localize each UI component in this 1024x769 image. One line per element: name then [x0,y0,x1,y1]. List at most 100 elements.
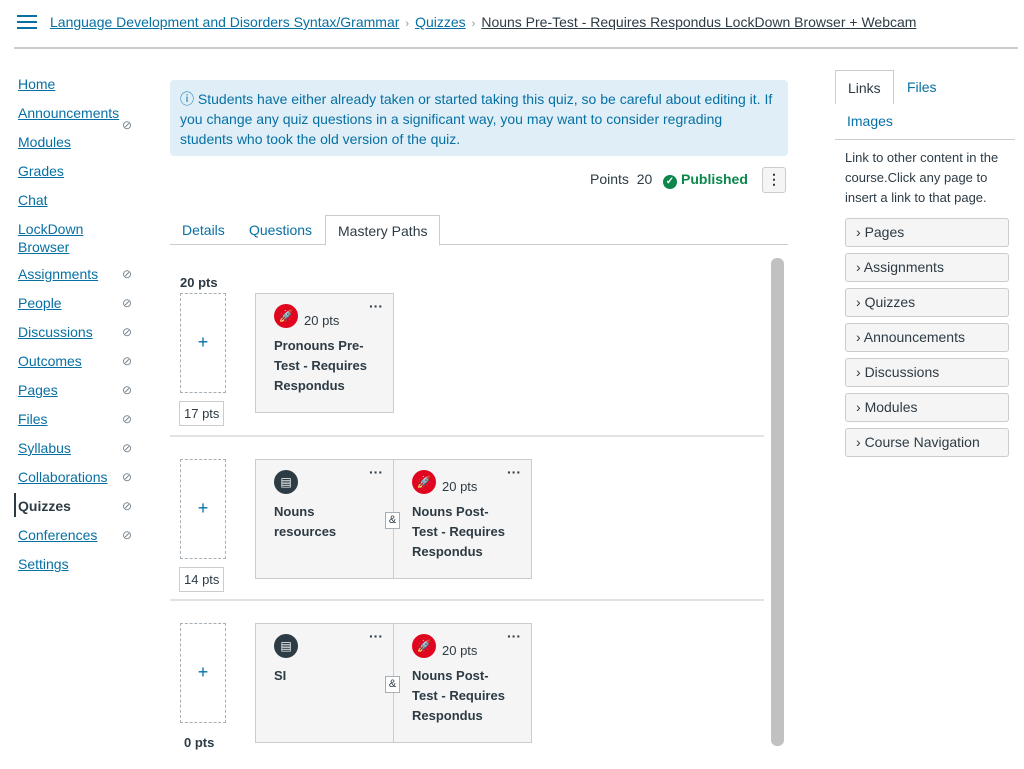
nav-link[interactable]: Syllabus [18,440,71,456]
link-group-label: Quizzes [864,294,916,310]
nav-link[interactable]: Pages [18,382,58,398]
link-group-quizzes[interactable]: › Quizzes [845,288,1009,317]
eye-slash-icon: ⊘ [122,354,133,368]
chevron-right-icon: › [856,364,861,380]
lower-score-input[interactable]: 14 pts [179,567,225,592]
link-group-label: Discussions [864,364,940,380]
link-group-label: Modules [864,399,918,415]
breadcrumb-quizzes[interactable]: Quizzes [415,14,466,30]
nav-item-modules[interactable]: Modules [18,133,143,162]
nav-link[interactable]: Announcements [18,105,120,121]
assignment-card[interactable]: 🚀 20 pts ··· Nouns Post-Test - Requires Res… [393,623,532,743]
link-group-discussions[interactable]: › Discussions [845,358,1009,387]
upper-score: 20 pts [180,275,218,290]
card-options-button[interactable]: ··· [507,464,521,480]
nav-item-grades[interactable]: Grades [18,162,143,191]
nav-item-pages[interactable]: Pages ⊘ [18,381,143,410]
nav-item-quizzes[interactable]: Quizzes ⊘ [14,493,143,526]
eye-slash-icon: ⊘ [122,499,133,513]
links-description: Link to other content in the course.Clic… [845,150,999,205]
nav-link[interactable]: People [18,295,62,311]
nav-link[interactable]: Conferences [18,527,98,543]
nav-item-syllabus[interactable]: Syllabus ⊘ [18,439,143,468]
points-value: 20 [636,171,653,187]
tab-details[interactable]: Details [182,222,225,238]
nav-item-conferences[interactable]: Conferences ⊘ [18,526,143,555]
link-group-pages[interactable]: › Pages [845,218,1009,247]
add-item-button[interactable]: + [180,623,226,723]
nav-link[interactable]: Collaborations [18,469,108,485]
check-icon: ✓ [663,175,677,189]
link-group-modules[interactable]: › Modules [845,393,1009,422]
and-connector: & [385,676,400,693]
assignment-card[interactable]: 🚀 20 pts ··· Nouns Post-Test - Requires Res… [393,459,532,579]
nav-link[interactable]: Chat [18,192,48,208]
nav-item-assignments[interactable]: Assignments ⊘ [18,265,143,294]
eye-slash-icon: ⊘ [122,296,133,310]
divider [14,47,1018,49]
add-item-button[interactable]: + [180,459,226,559]
eye-slash-icon: ⊘ [122,118,133,132]
card-title: Pronouns Pre-Test - Requires Respondus [274,338,367,393]
eye-slash-icon: ⊘ [122,441,133,455]
breadcrumb-course[interactable]: Language Development and Disorders Synta… [50,14,400,30]
assignment-card[interactable]: ▤ ··· Nouns resources [255,459,394,579]
lower-score-input[interactable]: 17 pts [179,401,225,426]
nav-item-collaborations[interactable]: Collaborations ⊘ [18,468,143,497]
nav-link[interactable]: Assignments [18,266,99,282]
nav-item-announcements[interactable]: Announcements ⊘ [18,104,143,133]
tab-links[interactable]: Links [835,70,894,104]
card-options-button[interactable]: ··· [369,298,383,314]
tab-images[interactable]: Images [847,113,893,129]
nav-link[interactable]: Outcomes [18,353,82,369]
chevron-right-icon: › [856,294,861,310]
lower-score: 0 pts [184,735,215,750]
nav-item-people[interactable]: People ⊘ [18,294,143,323]
link-group-course-navigation[interactable]: › Course Navigation [845,428,1009,457]
quiz-rocket-icon: 🚀 [412,634,436,658]
card-options-button[interactable]: ··· [507,628,521,644]
nav-link[interactable]: LockDown Browser [18,221,84,255]
mastery-path-row: +0 pts ▤ ··· SI 🚀 20 pts ··· Nouns Post-Test - … [170,601,764,761]
nav-link[interactable]: Grades [18,163,64,179]
card-title: SI [274,668,287,683]
eye-slash-icon: ⊘ [122,528,133,542]
nav-item-settings[interactable]: Settings [18,555,143,584]
published-status[interactable]: ✓ Published [663,171,748,189]
nav-item-home[interactable]: Home [18,75,143,104]
nav-link[interactable]: Modules [18,134,71,150]
chevron-right-icon: › [856,399,861,415]
nav-link[interactable]: Quizzes [18,498,71,514]
quiz-rocket-icon: 🚀 [274,304,298,328]
link-group-assignments[interactable]: › Assignments [845,253,1009,282]
nav-link[interactable]: Discussions [18,324,93,340]
card-options-button[interactable]: ··· [369,464,383,480]
add-item-button[interactable]: + [180,293,226,393]
card-options-button[interactable]: ··· [369,628,383,644]
eye-slash-icon: ⊘ [122,267,133,281]
nav-link[interactable]: Files [18,411,48,427]
tab-files[interactable]: Files [907,79,937,95]
assignment-card[interactable]: ▤ ··· SI [255,623,394,743]
menu-icon[interactable] [17,15,37,29]
more-options-button[interactable]: ⋮ [762,167,786,193]
card-title: Nouns Post-Test - Requires Respondus [412,668,505,723]
breadcrumb-current[interactable]: Nouns Pre-Test - Requires Respondus Lock… [481,14,917,30]
divider [835,139,1015,140]
nav-link[interactable]: Home [18,76,56,92]
nav-item-lockdown-browser[interactable]: LockDown Browser [18,220,143,265]
nav-item-discussions[interactable]: Discussions ⊘ [18,323,143,352]
tab-mastery-paths[interactable]: Mastery Paths [325,215,441,246]
assignment-card[interactable]: 🚀 20 pts ··· Pronouns Pre-Test - Requires R… [255,293,394,413]
edit-warning-alert: ⓘ Students have either already taken or … [170,80,788,156]
mastery-path-row: +14 pts ▤ ··· Nouns resources 🚀 20 pts ··· Noun… [170,437,764,601]
tab-questions[interactable]: Questions [249,222,313,238]
nav-item-outcomes[interactable]: Outcomes ⊘ [18,352,143,381]
link-group-announcements[interactable]: › Announcements [845,323,1009,352]
nav-item-chat[interactable]: Chat [18,191,143,220]
points: Points 20 [590,171,652,187]
chevron-right-icon: › [856,329,861,345]
nav-item-files[interactable]: Files ⊘ [18,410,143,439]
nav-link[interactable]: Settings [18,556,69,572]
scrollbar[interactable] [771,258,784,746]
